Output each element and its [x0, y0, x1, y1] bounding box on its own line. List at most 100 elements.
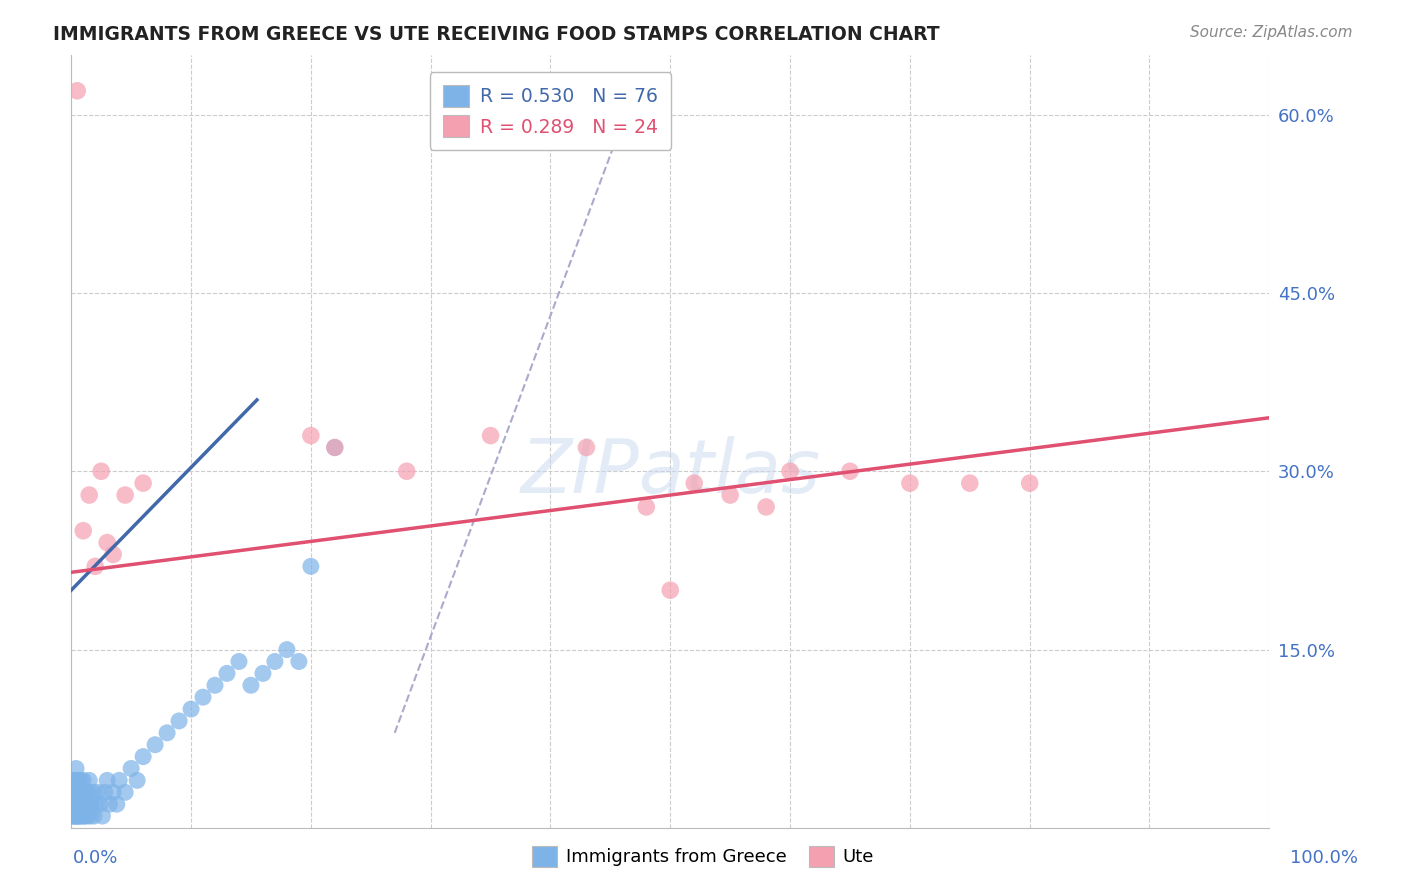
Text: IMMIGRANTS FROM GREECE VS UTE RECEIVING FOOD STAMPS CORRELATION CHART: IMMIGRANTS FROM GREECE VS UTE RECEIVING … — [53, 25, 941, 44]
Point — [779, 464, 801, 478]
Point — [127, 773, 149, 788]
Point — [288, 655, 311, 669]
Point — [89, 797, 111, 812]
Point — [65, 797, 87, 812]
Point — [66, 809, 89, 823]
Point — [65, 809, 87, 823]
Point — [66, 84, 89, 98]
Point — [67, 797, 90, 812]
Point — [77, 488, 100, 502]
Point — [575, 441, 598, 455]
Point — [66, 797, 89, 812]
Point — [120, 762, 142, 776]
Point — [84, 559, 107, 574]
Point — [755, 500, 778, 514]
Point — [204, 678, 226, 692]
Point — [215, 666, 238, 681]
Point — [82, 785, 104, 799]
Point — [683, 476, 706, 491]
Text: Source: ZipAtlas.com: Source: ZipAtlas.com — [1189, 25, 1353, 40]
Text: ZIPatlas: ZIPatlas — [520, 436, 820, 508]
Point — [479, 428, 502, 442]
Point — [132, 476, 155, 491]
Point — [62, 785, 84, 799]
Point — [90, 464, 112, 478]
Point — [72, 524, 94, 538]
Point — [83, 809, 105, 823]
Point — [62, 785, 84, 799]
Legend: Immigrants from Greece, Ute: Immigrants from Greece, Ute — [524, 838, 882, 874]
Point — [73, 809, 96, 823]
Point — [80, 797, 103, 812]
Point — [105, 797, 128, 812]
Point — [191, 690, 214, 705]
Point — [70, 785, 93, 799]
Point — [239, 678, 262, 692]
Point — [276, 642, 298, 657]
Point — [114, 488, 136, 502]
Text: 100.0%: 100.0% — [1291, 849, 1358, 867]
Point — [167, 714, 190, 728]
Point — [62, 797, 84, 812]
Point — [1018, 476, 1040, 491]
Point — [63, 797, 86, 812]
Point — [72, 773, 94, 788]
Point — [228, 655, 250, 669]
Point — [959, 476, 981, 491]
Point — [67, 785, 90, 799]
Point — [96, 535, 118, 549]
Point — [65, 762, 87, 776]
Legend: R = 0.530   N = 76, R = 0.289   N = 24: R = 0.530 N = 76, R = 0.289 N = 24 — [430, 72, 671, 150]
Point — [72, 809, 94, 823]
Point — [395, 464, 418, 478]
Point — [77, 773, 100, 788]
Text: 0.0%: 0.0% — [73, 849, 118, 867]
Point — [69, 797, 91, 812]
Point — [69, 773, 91, 788]
Point — [79, 809, 101, 823]
Point — [94, 785, 117, 799]
Point — [69, 809, 91, 823]
Point — [65, 785, 87, 799]
Point — [264, 655, 287, 669]
Point — [67, 809, 90, 823]
Point — [108, 773, 131, 788]
Point — [69, 785, 91, 799]
Point — [75, 785, 97, 799]
Point — [101, 548, 124, 562]
Point — [76, 797, 98, 812]
Point — [69, 809, 91, 823]
Point — [96, 773, 118, 788]
Point — [132, 749, 155, 764]
Point — [323, 441, 346, 455]
Point — [98, 797, 121, 812]
Point — [299, 559, 322, 574]
Point — [70, 797, 93, 812]
Point — [86, 785, 108, 799]
Point — [91, 809, 114, 823]
Point — [62, 797, 84, 812]
Point — [114, 785, 136, 799]
Point — [77, 797, 100, 812]
Point — [143, 738, 166, 752]
Point — [63, 773, 86, 788]
Point — [156, 726, 179, 740]
Point — [75, 797, 97, 812]
Point — [898, 476, 921, 491]
Point — [66, 773, 89, 788]
Point — [252, 666, 274, 681]
Point — [66, 785, 89, 799]
Point — [72, 797, 94, 812]
Point — [180, 702, 202, 716]
Point — [77, 785, 100, 799]
Point — [69, 797, 91, 812]
Point — [62, 809, 84, 823]
Point — [839, 464, 862, 478]
Point — [62, 809, 84, 823]
Point — [76, 809, 98, 823]
Point — [718, 488, 741, 502]
Point — [659, 583, 682, 598]
Point — [101, 785, 124, 799]
Point — [63, 809, 86, 823]
Point — [63, 797, 86, 812]
